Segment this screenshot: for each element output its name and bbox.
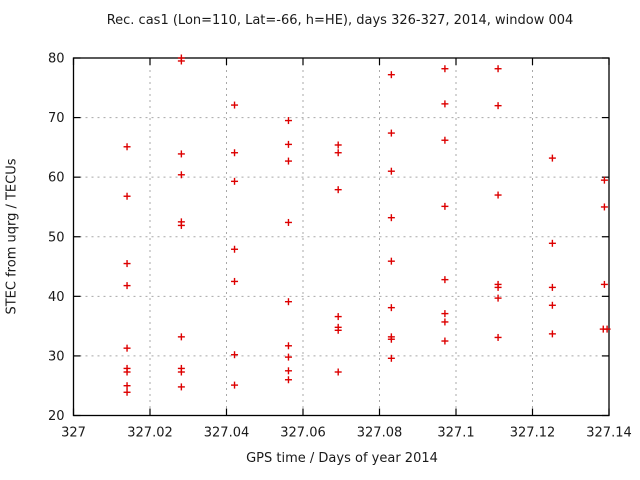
data-point: [600, 176, 608, 184]
data-point: [177, 57, 185, 65]
data-point: [548, 301, 556, 309]
data-point: [387, 129, 395, 137]
data-point: [603, 325, 611, 333]
x-tick-label: 327.14: [586, 426, 632, 441]
x-tick-label: 327.06: [280, 426, 326, 441]
data-point: [441, 202, 449, 210]
data-point: [177, 333, 185, 341]
data-point: [177, 221, 185, 229]
data-point: [334, 368, 342, 376]
x-tick-label: 327.08: [357, 426, 403, 441]
data-point: [123, 382, 131, 390]
data-point: [123, 282, 131, 290]
data-point: [334, 313, 342, 321]
data-point: [231, 101, 239, 109]
data-point: [548, 283, 556, 291]
data-point: [284, 117, 292, 125]
y-tick-label: 80: [48, 52, 65, 67]
data-point: [494, 283, 502, 291]
data-point: [334, 186, 342, 194]
data-point: [548, 154, 556, 162]
data-point: [334, 149, 342, 157]
data-point: [387, 354, 395, 362]
data-point: [231, 149, 239, 157]
data-point: [494, 294, 502, 302]
grid-lines: [73, 58, 609, 416]
data-point: [123, 143, 131, 151]
data-point: [600, 203, 608, 211]
data-point: [231, 381, 239, 389]
data-point: [387, 304, 395, 312]
data-point: [441, 318, 449, 326]
data-point: [177, 383, 185, 391]
tick-marks: [72, 57, 610, 417]
scatter-points: [123, 54, 611, 396]
data-point: [548, 239, 556, 247]
data-point: [548, 330, 556, 338]
y-tick-label: 50: [48, 230, 65, 245]
x-tick-label: 327.12: [510, 426, 556, 441]
data-point: [387, 257, 395, 265]
data-point: [494, 65, 502, 73]
data-point: [441, 276, 449, 284]
x-tick-label: 327: [61, 426, 86, 441]
data-point: [334, 141, 342, 149]
data-point: [441, 310, 449, 318]
data-point: [441, 337, 449, 345]
data-point: [123, 368, 131, 376]
data-point: [284, 157, 292, 165]
x-tick-label: 327.02: [127, 426, 173, 441]
data-point: [177, 368, 185, 376]
data-point: [123, 388, 131, 396]
data-point: [441, 100, 449, 108]
x-tick-label: 327.04: [204, 426, 250, 441]
data-point: [334, 326, 342, 334]
data-point: [284, 376, 292, 384]
data-point: [284, 342, 292, 350]
data-point: [284, 298, 292, 306]
data-point: [494, 191, 502, 199]
data-point: [231, 177, 239, 185]
data-point: [284, 218, 292, 226]
data-point: [123, 344, 131, 352]
data-point: [231, 351, 239, 359]
y-tick-label: 30: [48, 349, 65, 364]
x-tick-label: 327.1: [437, 426, 474, 441]
x-axis-label: GPS time / Days of year 2014: [246, 451, 438, 466]
data-point: [231, 277, 239, 285]
y-tick-label: 70: [48, 111, 65, 126]
data-point: [600, 280, 608, 288]
data-point: [284, 353, 292, 361]
y-tick-label: 40: [48, 290, 65, 305]
plot-border: [72, 57, 610, 417]
data-point: [284, 140, 292, 148]
data-point: [123, 260, 131, 268]
data-point: [387, 167, 395, 175]
data-point: [441, 65, 449, 73]
data-point: [284, 367, 292, 375]
data-point: [177, 150, 185, 158]
data-point: [494, 333, 502, 341]
x-tick-labels: 327 327.02 327.04 327.06 327.08 327.1 327.12 32…: [61, 426, 632, 441]
data-point: [387, 214, 395, 222]
data-point: [387, 71, 395, 79]
y-tick-labels: 20 30 40 50 60 70 80: [48, 52, 65, 425]
y-tick-label: 20: [48, 409, 65, 424]
data-point: [177, 171, 185, 179]
chart-title: Rec. cas1 (Lon=110, Lat=-66, h=HE), days…: [106, 13, 574, 28]
data-point: [494, 102, 502, 110]
data-point: [231, 245, 239, 253]
data-point: [123, 192, 131, 200]
data-point: [387, 335, 395, 343]
data-point: [441, 136, 449, 144]
y-tick-label: 60: [48, 171, 65, 186]
